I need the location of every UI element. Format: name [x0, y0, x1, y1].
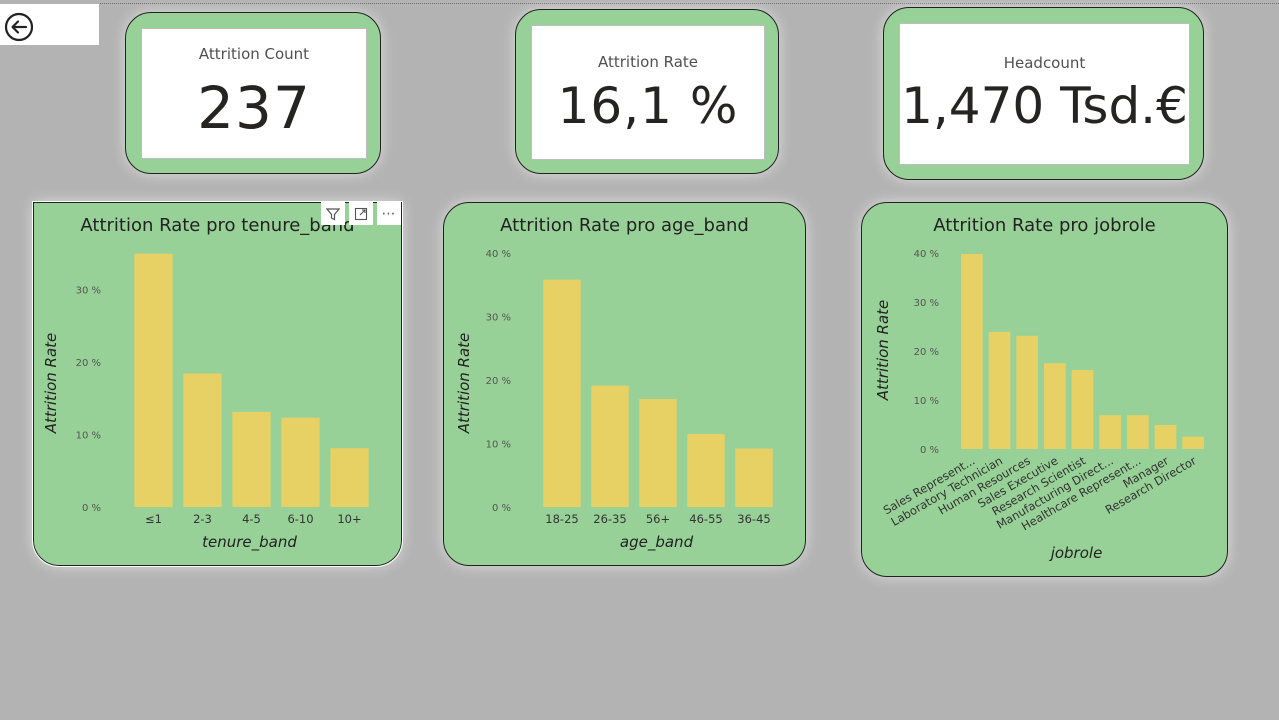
chart-title: Attrition Rate pro jobrole	[933, 215, 1156, 236]
bar[interactable]	[1182, 436, 1204, 449]
kpi-label: Attrition Count	[198, 45, 310, 63]
y-tick-label: 30 %	[914, 298, 939, 309]
kpi-label: Attrition Rate	[598, 53, 698, 71]
back-button[interactable]	[0, 4, 99, 45]
bar[interactable]	[281, 417, 320, 507]
bar[interactable]	[591, 385, 629, 507]
y-axis-label: Attrition Rate	[42, 333, 60, 435]
chart-title: Attrition Rate pro age_band	[500, 215, 749, 236]
x-tick-label: 26-35	[593, 512, 626, 526]
kpi-label: Headcount	[1003, 54, 1086, 72]
y-tick-label: 0 %	[492, 503, 511, 514]
y-axis-label: Attrition Rate	[455, 333, 473, 435]
bar[interactable]	[232, 411, 271, 507]
x-tick-label: ≤1	[145, 512, 162, 526]
bar[interactable]	[330, 448, 369, 507]
x-axis-label: jobrole	[1049, 544, 1103, 562]
chart-title: Attrition Rate pro tenure_band	[80, 215, 355, 236]
y-tick-label: 20 %	[486, 376, 511, 387]
y-tick-label: 10 %	[486, 440, 511, 451]
chart-plot: 0 % 10 % 20 % 30 % 40 % 18-25 26-35 56+ 46-55 36-…	[455, 249, 773, 552]
bar[interactable]	[134, 253, 173, 507]
y-tick-label: 40 %	[914, 249, 939, 260]
x-tick-label: 46-55	[689, 512, 722, 526]
bar[interactable]	[988, 331, 1011, 449]
bar[interactable]	[687, 433, 725, 507]
bar[interactable]	[961, 253, 983, 449]
y-tick-label: 20 %	[914, 347, 939, 358]
bar[interactable]	[639, 399, 677, 507]
x-tick-label: 56+	[646, 512, 670, 526]
y-tick-label: 30 %	[486, 313, 511, 324]
y-tick-label: 10 %	[914, 396, 939, 407]
chart-attrition-by-age[interactable]: Attrition Rate pro age_band 0 % 10 % 20 % 3…	[443, 202, 806, 566]
x-tick-label: 36-45	[737, 512, 770, 526]
bar[interactable]	[1016, 335, 1038, 449]
kpi-value: 1,470 Tsd.€	[901, 77, 1188, 135]
y-tick-label: 20 %	[76, 358, 101, 369]
y-tick-label: 10 %	[76, 430, 101, 441]
visual-header: ⋯	[321, 202, 401, 226]
x-tick-label: 18-25	[545, 512, 578, 526]
chart-plot: 0 % 10 % 20 % 30 % ≤1 2-3 4-5 6-10 10+ tenure_ban…	[42, 253, 369, 552]
focus-mode-icon[interactable]	[349, 202, 373, 225]
chart-plot: 0 %10 %20 %30 %40 %Sales Represent...Lab…	[874, 249, 1204, 562]
x-axis-label: age_band	[620, 533, 694, 552]
x-tick-label: 6-10	[287, 512, 313, 526]
x-tick-label: 10+	[337, 512, 361, 526]
kpi-value: 16,1 %	[557, 77, 739, 135]
bar[interactable]	[1071, 370, 1094, 449]
y-tick-label: 0 %	[920, 445, 939, 456]
bar[interactable]	[1127, 415, 1149, 449]
bar[interactable]	[735, 448, 773, 507]
y-tick-label: 0 %	[82, 503, 101, 514]
bar[interactable]	[1154, 424, 1177, 449]
kpi-card-attrition-rate[interactable]: Attrition Rate 16,1 %	[515, 9, 779, 174]
kpi-value: 237	[197, 74, 311, 142]
more-options-icon[interactable]: ⋯	[377, 202, 401, 225]
filter-icon[interactable]	[321, 202, 345, 225]
y-tick-label: 30 %	[76, 285, 101, 296]
top-dotted-line	[100, 3, 1279, 4]
x-tick-label: 2-3	[193, 512, 212, 526]
bar[interactable]	[1099, 415, 1121, 449]
bar[interactable]	[543, 279, 581, 507]
chart-attrition-by-tenure[interactable]: Attrition Rate pro tenure_band 0 % 10 % 20…	[32, 201, 403, 567]
chart-attrition-by-jobrole[interactable]: Attrition Rate pro jobrole 0 % 10 % 20 % 30…	[861, 202, 1228, 577]
x-tick-label: 4-5	[242, 512, 261, 526]
bar[interactable]	[1044, 363, 1066, 449]
x-axis-label: tenure_band	[202, 533, 297, 552]
kpi-card-headcount[interactable]: Headcount 1,470 Tsd.€	[883, 7, 1204, 180]
back-arrow-circle-icon[interactable]	[4, 12, 34, 42]
bar[interactable]	[183, 373, 222, 507]
y-tick-label: 40 %	[486, 249, 511, 260]
kpi-card-attrition-count[interactable]: Attrition Count 237	[125, 12, 381, 174]
y-axis-label: Attrition Rate	[874, 300, 892, 402]
